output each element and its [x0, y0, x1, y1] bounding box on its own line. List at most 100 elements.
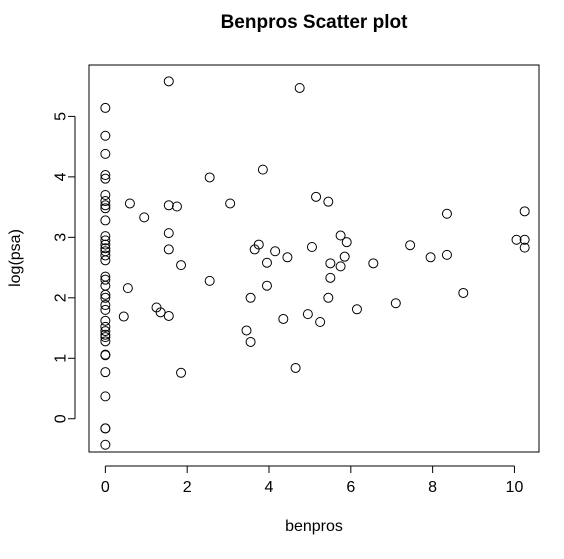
x-tick-label: 4 [265, 479, 274, 496]
data-point [335, 261, 346, 272]
data-point [335, 230, 346, 241]
data-point [100, 190, 111, 201]
data-point [100, 329, 111, 340]
data-point [100, 321, 111, 332]
data-point [100, 292, 111, 303]
data-point [100, 200, 111, 211]
data-point [245, 336, 256, 347]
data-point [163, 228, 174, 239]
data-point [100, 196, 111, 207]
data-point [100, 367, 111, 378]
data-point [163, 244, 174, 255]
data-point [306, 242, 317, 253]
y-tick-label: 4 [53, 172, 70, 181]
data-point [311, 191, 322, 202]
data-point [425, 252, 436, 263]
data-point [100, 304, 111, 315]
data-point [323, 292, 334, 303]
data-point [390, 298, 401, 309]
x-tick-label: 8 [428, 479, 437, 496]
data-point [118, 311, 129, 322]
x-tick-label: 2 [183, 479, 192, 496]
y-tick-label: 1 [53, 354, 70, 363]
data-point [441, 249, 452, 260]
data-point [155, 307, 166, 318]
data-point [100, 102, 111, 113]
data-point [368, 258, 379, 269]
data-point [519, 206, 530, 217]
data-point [176, 367, 187, 378]
data-point [261, 280, 272, 291]
data-point [100, 326, 111, 337]
data-point [519, 242, 530, 253]
data-point [100, 271, 111, 282]
data-point [100, 239, 111, 250]
data-point [100, 235, 111, 246]
data-point [405, 240, 416, 251]
plot-frame [88, 64, 540, 453]
data-point [341, 237, 352, 248]
y-tick-label: 5 [53, 112, 70, 121]
data-point [100, 391, 111, 402]
data-point [163, 200, 174, 211]
y-tick-label: 3 [53, 233, 70, 242]
data-point [163, 310, 174, 321]
x-axis: 0 2 4 6 8 10 [101, 465, 524, 496]
data-point [253, 239, 264, 250]
data-points [100, 76, 530, 450]
chart-title: Benpros Scatter plot [221, 12, 409, 33]
data-point [100, 349, 111, 360]
data-point [225, 198, 236, 209]
data-point [323, 196, 334, 207]
data-point [100, 173, 111, 184]
data-point [100, 246, 111, 257]
data-point [100, 250, 111, 261]
data-point [441, 208, 452, 219]
data-point [100, 439, 111, 450]
data-point [100, 203, 111, 214]
data-point [519, 234, 530, 245]
data-point [290, 362, 301, 373]
data-point [351, 304, 362, 315]
data-point [171, 201, 182, 212]
data-point [100, 274, 111, 285]
x-tick-label: 0 [101, 479, 110, 496]
data-point [100, 332, 111, 343]
data-point [511, 234, 522, 245]
data-point [176, 260, 187, 271]
data-point [270, 246, 281, 257]
data-point [458, 287, 469, 298]
data-point [257, 164, 268, 175]
data-point [339, 251, 350, 262]
y-tick-label: 0 [53, 414, 70, 423]
y-axis: 0 1 2 3 4 5 [53, 112, 76, 423]
x-tick-label: 10 [506, 479, 524, 496]
data-point [100, 170, 111, 181]
data-point [100, 148, 111, 159]
data-point [100, 300, 111, 311]
data-point [315, 316, 326, 327]
data-point [163, 76, 174, 87]
data-point [139, 212, 150, 223]
data-point [100, 231, 111, 242]
data-point [124, 198, 135, 209]
data-point [241, 325, 252, 336]
data-point [261, 257, 272, 268]
data-point [325, 272, 336, 283]
data-point [294, 82, 305, 93]
data-point [100, 243, 111, 254]
data-point [100, 130, 111, 141]
data-point [100, 423, 111, 434]
y-axis-label: log(psa) [7, 229, 24, 287]
x-axis-label: benpros [285, 518, 343, 535]
x-tick-label: 6 [346, 479, 355, 496]
data-point [100, 215, 111, 226]
data-point [100, 336, 111, 347]
data-point [204, 172, 215, 183]
data-point [282, 252, 293, 263]
y-tick-label: 2 [53, 293, 70, 302]
data-point [100, 315, 111, 326]
data-point [245, 292, 256, 303]
data-point [122, 283, 133, 294]
